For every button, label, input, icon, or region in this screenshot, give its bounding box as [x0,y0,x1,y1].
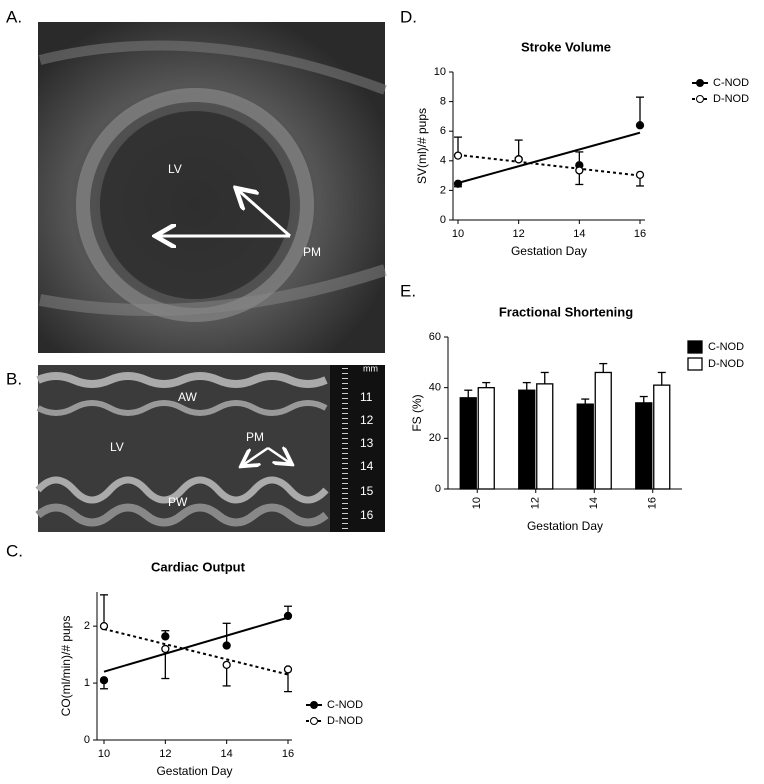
ultrasound-b: mm 11 12 13 14 15 16 AW LV PM PW [35,363,385,532]
marker [161,632,170,641]
panel-label: B. [6,369,22,388]
fit-line [103,616,289,673]
bar [518,389,536,490]
image-label: PM [246,430,264,444]
chart-title: Stroke Volume [521,39,611,54]
legend-label: C-NOD [708,341,744,353]
y-tick-label: 40 [429,382,441,394]
bar [459,397,477,490]
legend-marker [310,701,318,709]
marker [453,179,463,188]
x-tick-label: 12 [530,497,542,509]
y-tick-label: 0 [84,734,90,746]
marker [635,121,645,130]
marker [222,641,231,650]
chart-title: Cardiac Output [151,559,246,574]
y-tick-label: 60 [429,331,441,343]
legend-marker [310,717,318,725]
y-axis-label: FS (%) [410,394,424,431]
legend-marker [696,95,704,103]
fit-line [457,131,641,184]
legend-label: D-NOD [327,715,363,727]
x-axis-label: Gestation Day [527,519,603,533]
x-tick-label: 14 [573,228,585,240]
bar [653,384,671,490]
scale-label: 14 [360,459,374,473]
scale-label: 15 [360,484,374,498]
scale-label: 16 [360,508,374,522]
x-tick-label: 14 [221,748,233,760]
y-tick-label: 0 [435,483,441,495]
x-tick-label: 10 [452,228,464,240]
image-label: AW [178,390,198,404]
legend-label: C-NOD [713,77,749,89]
x-tick-label: 12 [159,748,171,760]
y-tick-label: 6 [440,125,446,137]
marker [99,676,109,685]
x-tick-label: 10 [98,748,110,760]
marker [283,611,293,621]
fit-line [103,628,289,676]
bar [635,402,653,490]
panel-label: A. [6,7,22,26]
x-axis-label: Gestation Day [156,764,232,778]
scale-label: 13 [360,436,374,450]
image-label: LV [110,440,124,454]
scale-label: 12 [360,413,374,427]
scale-label: 11 [360,390,373,404]
bar [576,403,594,490]
image-label: PM [303,245,321,259]
legend-label: C-NOD [327,699,363,711]
y-axis-label: SV(ml)/# pups [415,108,429,184]
marker [453,151,463,160]
y-tick-label: 1 [84,677,90,689]
image-label: PW [168,495,188,509]
marker [575,166,584,175]
y-tick-label: 2 [440,184,446,196]
marker [635,170,645,180]
legend-swatch [687,340,703,354]
legend-label: D-NOD [708,358,744,370]
y-axis-label: CO(ml/min)/# pups [59,616,73,717]
legend-swatch [687,357,703,371]
chart-title: Fractional Shortening [499,304,633,319]
legend-marker [696,79,704,87]
marker [514,155,523,164]
x-tick-label: 12 [513,228,525,240]
x-tick-label: 16 [634,228,646,240]
panel-label: E. [400,281,416,300]
y-tick-label: 0 [440,214,446,226]
x-tick-label: 16 [647,497,659,509]
marker [222,660,231,670]
y-tick-label: 10 [434,66,446,78]
x-tick-label: 16 [282,748,294,760]
marker [161,644,170,654]
y-tick-label: 4 [440,155,446,167]
ultrasound-a: LV PM [38,22,387,353]
y-tick-label: 2 [84,620,90,632]
marker [99,622,109,631]
x-axis-label: Gestation Day [511,244,587,258]
scale-unit: mm [363,363,378,373]
x-tick-label: 10 [471,497,483,509]
bar [594,371,612,490]
bar [536,383,554,490]
y-tick-label: 8 [440,96,446,108]
x-tick-label: 14 [588,497,600,509]
marker [283,665,293,674]
legend-label: D-NOD [713,93,749,105]
fit-line [457,153,641,177]
panel-label: D. [400,7,417,26]
panel-label: C. [6,541,23,560]
y-tick-label: 20 [429,432,441,444]
image-label: LV [168,162,182,176]
bar [477,387,495,490]
